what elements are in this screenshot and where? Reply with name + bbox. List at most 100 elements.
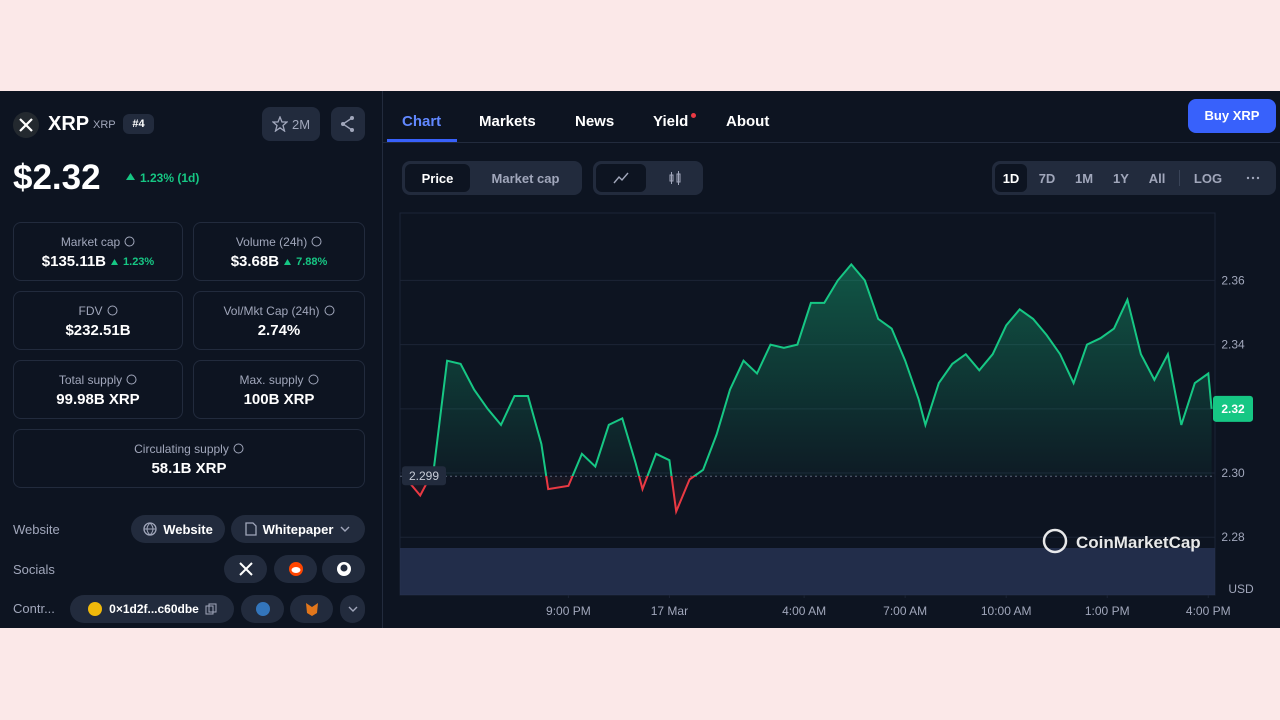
more-button[interactable] xyxy=(1238,164,1268,192)
watermark: CoinMarketCap xyxy=(1042,528,1201,554)
stat-label: Circulating supply xyxy=(134,442,229,456)
info-circle xyxy=(233,443,244,454)
copy-icon xyxy=(205,603,217,615)
stat-label-row: Circulating supply xyxy=(14,442,364,456)
wallet-icon xyxy=(255,602,270,616)
info-circle xyxy=(107,305,117,316)
notification-dot xyxy=(691,113,696,118)
info-circle xyxy=(126,374,137,385)
range-button[interactable]: 1Y xyxy=(1113,170,1129,186)
tab[interactable]: Markets xyxy=(479,113,536,130)
stat-value: 2.74% xyxy=(257,322,301,339)
stat-label-row: Volume (24h) xyxy=(194,235,364,249)
y-unit: USD xyxy=(1228,582,1254,596)
info-icon xyxy=(124,236,135,247)
reddit-icon xyxy=(288,562,303,576)
stat-value-row: 99.98B XRP xyxy=(14,391,182,408)
arrow xyxy=(284,258,292,265)
x-tick-label: 1:00 PM xyxy=(1085,604,1130,618)
tab-border xyxy=(383,142,1280,143)
info-icon xyxy=(107,305,117,316)
contract-pill[interactable]: 0×1d2f...c60dbe xyxy=(70,595,234,623)
watchlist-button[interactable]: 2M xyxy=(262,107,320,141)
wallet-1[interactable] xyxy=(241,595,284,623)
range-button[interactable]: LOG xyxy=(1193,170,1223,186)
up-arrow xyxy=(284,258,292,265)
stat-value: $135.11B xyxy=(41,253,107,270)
x-tick-label: 4:00 PM xyxy=(1186,604,1231,618)
range-separator xyxy=(1179,170,1180,186)
range-button[interactable]: All xyxy=(1148,170,1166,186)
socials-label: Socials xyxy=(13,562,55,577)
stat-card: Market cap $135.11B 1.23% xyxy=(13,222,183,281)
info-circle xyxy=(308,374,319,385)
stat-value: $232.51B xyxy=(65,322,131,339)
chevron xyxy=(340,526,350,532)
y-tick-label: 2.28 xyxy=(1221,530,1245,544)
range-group: 1D 7D 1M 1Y All LOG xyxy=(992,161,1276,195)
app: XRP XRP #4 2M $2.32 1.23% (1d) Market ca… xyxy=(0,91,1280,628)
whitepaper-link[interactable]: Whitepaper xyxy=(231,515,365,543)
x-tick-label: 17 Mar xyxy=(651,604,688,618)
website-link[interactable]: Website xyxy=(131,515,225,543)
price: $2.32 xyxy=(13,158,101,197)
line-style[interactable] xyxy=(596,164,646,192)
contract-address: 0×1d2f...c60dbe xyxy=(109,602,199,616)
stat-card: Max. supply 100B XRP xyxy=(193,360,365,419)
stat-label: Total supply xyxy=(58,373,123,387)
social-github[interactable] xyxy=(322,555,365,583)
watchlist-count: 2M xyxy=(291,116,311,132)
github-icon xyxy=(336,562,351,576)
tab[interactable]: Yield xyxy=(653,113,689,130)
chain-icon xyxy=(88,602,103,616)
stat-label: Volume (24h) xyxy=(235,235,308,249)
x-tick-label: 9:00 PM xyxy=(546,604,591,618)
more-contracts[interactable] xyxy=(340,595,365,623)
fox-icon xyxy=(305,603,318,616)
social-reddit[interactable] xyxy=(274,555,317,583)
tab[interactable]: Chart xyxy=(402,113,442,130)
stat-label: Market cap xyxy=(60,235,121,249)
tab-underline xyxy=(387,139,457,142)
info-icon xyxy=(324,305,335,316)
range-button[interactable]: 1M xyxy=(1074,170,1094,186)
price-chart: 2.28 2.30 2.32 2.34 2.36 USD 9:00 PM 17 Mar 4:00… xyxy=(399,212,1254,618)
stat-value-row: $135.11B 1.23% xyxy=(14,253,182,270)
chart-style-group xyxy=(593,161,703,195)
toggle-button[interactable]: Price xyxy=(405,164,470,192)
globe-icon xyxy=(143,522,157,536)
website-text: Website xyxy=(163,521,213,537)
baseline-tag xyxy=(402,466,446,486)
stat-card: Vol/Mkt Cap (24h) 2.74% xyxy=(193,291,365,350)
toggle-button[interactable]: Market cap xyxy=(491,170,560,186)
x-tick-label: 4:00 AM xyxy=(782,604,826,618)
y-tick-label: 2.30 xyxy=(1221,466,1245,480)
range-button[interactable]: 7D xyxy=(1038,170,1056,186)
info-circle xyxy=(324,305,335,316)
candle-style[interactable] xyxy=(650,164,700,192)
stat-value: $3.68B xyxy=(230,253,280,270)
share-button[interactable] xyxy=(331,107,365,141)
contracts-label: Contr... xyxy=(13,601,55,616)
info-icon xyxy=(308,374,319,385)
buy-button[interactable]: Buy XRP xyxy=(1188,99,1276,133)
stat-card: FDV $232.51B xyxy=(13,291,183,350)
stat-value: 58.1B XRP xyxy=(151,460,227,477)
stat-label: Max. supply xyxy=(239,373,304,387)
arrow xyxy=(111,258,119,265)
stat-label: FDV xyxy=(78,304,103,318)
wallet-2[interactable] xyxy=(290,595,333,623)
stat-value-row: 2.74% xyxy=(194,322,364,339)
x-tick-label: 7:00 AM xyxy=(883,604,927,618)
stat-label: Vol/Mkt Cap (24h) xyxy=(223,304,320,318)
range-button[interactable]: 1D xyxy=(995,164,1027,192)
stat-change: 7.88% xyxy=(296,255,328,268)
tab[interactable]: About xyxy=(726,113,770,130)
social-x[interactable] xyxy=(224,555,267,583)
share-icon xyxy=(341,116,354,132)
tab[interactable]: News xyxy=(575,113,615,130)
stat-value-row: $232.51B xyxy=(14,322,182,339)
candle-icon xyxy=(669,171,681,185)
price-change: 1.23% (1d) xyxy=(140,171,200,185)
